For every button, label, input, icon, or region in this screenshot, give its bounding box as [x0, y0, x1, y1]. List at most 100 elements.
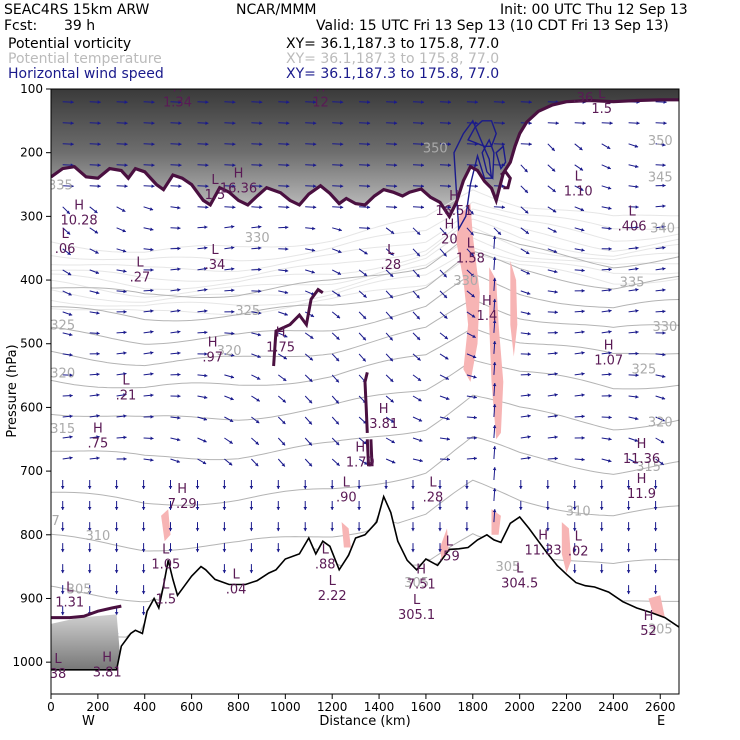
wind-vector-head [662, 288, 666, 292]
wind-vector-head [204, 352, 208, 356]
wind-vector-head [635, 288, 639, 292]
wind-vector-head [177, 330, 181, 334]
wind-vector-head [608, 437, 612, 441]
pv-anomaly-area [489, 267, 504, 440]
wind-vector-head [394, 184, 398, 188]
wind-vector-head [335, 441, 340, 446]
wind-vector-head [303, 486, 308, 489]
extremum-value: 1.5 [591, 102, 612, 117]
wind-vector-head [60, 591, 65, 595]
wind-vector-head [444, 356, 449, 360]
extremum-marker: L [467, 237, 475, 252]
wind-speed-contour [453, 119, 493, 232]
wind-vector-head [283, 334, 288, 338]
wind-vector-head [609, 121, 613, 125]
wind-vector-head [367, 142, 371, 146]
wind-vector-head [554, 414, 558, 418]
wind-vector-head [149, 207, 154, 211]
wind-vector-head [66, 210, 70, 214]
wind-vector-head [312, 226, 316, 231]
wind-vector-head [204, 288, 208, 292]
wind-vector-head [96, 414, 100, 418]
wind-vector-head [141, 570, 146, 574]
wind-vector-head [608, 459, 612, 463]
wind-vector-head [177, 351, 181, 355]
extremum-value: 3.81 [369, 417, 398, 432]
wind-vector-head [447, 205, 451, 209]
wind-vector-head [282, 399, 286, 403]
wind-vector-head [501, 100, 505, 104]
wind-vector-head [150, 247, 154, 252]
theta-label: 310 [566, 505, 591, 520]
wind-vector-head [114, 486, 119, 489]
extremum-marker: L [387, 243, 395, 258]
wind-vector-head [443, 315, 448, 319]
x-tick-label: 800 [227, 700, 250, 714]
wind-vector-head [176, 437, 181, 442]
theta-contour [51, 208, 679, 272]
wind-vector-head [581, 228, 585, 232]
wind-vector-head [553, 229, 557, 233]
wind-vector-head [626, 486, 631, 489]
wind-vector-head [205, 205, 209, 209]
theta-label: 7 [52, 514, 60, 529]
extremum-value: .28 [423, 490, 444, 505]
wind-vector-head [123, 393, 127, 397]
wind-vector-head [465, 528, 469, 532]
wind-vector-head [249, 507, 254, 510]
pv-contour [272, 287, 324, 367]
theta-label: 330 [245, 231, 270, 246]
wind-vector-head [572, 570, 577, 574]
extremum-marker: H [445, 218, 455, 233]
wind-vector-head [232, 142, 236, 146]
extremum-value: .04 [226, 583, 247, 598]
wind-vector-head [554, 351, 558, 356]
x-axis: 0 200 400 600 800 1000 1200 1400 1600 1800 2000 220… [47, 694, 676, 714]
organization-label: NCAR/MMM [236, 2, 317, 18]
theta-label: 305 [648, 623, 673, 638]
theta-label: 340 [650, 221, 675, 236]
extremum-marker: H [102, 651, 112, 666]
wind-vector-head [230, 396, 234, 401]
wind-speed-contours [453, 119, 507, 232]
wind-vector-head [96, 372, 100, 377]
wind-vector-head [229, 418, 234, 422]
wind-vector-head [151, 184, 155, 188]
wind-vector-head [340, 205, 344, 209]
wind-vector-head [390, 252, 394, 256]
extremum-marker: L [575, 530, 583, 545]
wind-vector-head [281, 441, 286, 446]
wind-vector-head [389, 273, 394, 277]
extremum-value: 1.79 [346, 455, 375, 470]
extremum-value: 7.29 [168, 497, 197, 512]
wind-vector-head [309, 378, 313, 382]
wind-vector-head [470, 231, 474, 236]
y-tick-label: 900 [20, 591, 43, 605]
wind-vector-head [231, 353, 235, 357]
wind-vector-head [259, 142, 263, 146]
wind-vector-head [524, 168, 528, 173]
pv-anomaly-area [561, 522, 572, 573]
wind-vector-head [177, 288, 181, 292]
wind-vector-head [257, 354, 261, 358]
wind-vector-head [177, 394, 181, 398]
init-time: Init: 00 UTC Thu 12 Sep 13 [500, 2, 688, 18]
theta-label: 320 [648, 416, 673, 431]
wind-vector-head [501, 205, 505, 209]
wind-vector-head [286, 142, 290, 146]
wind-vector-head [581, 268, 585, 273]
wind-vector-head [554, 456, 558, 461]
wind-vector-head [554, 310, 558, 315]
wind-vector-head [195, 507, 200, 510]
wind-vector-head [662, 143, 666, 147]
wind-vector-head [231, 310, 235, 314]
wind-vector-head [150, 309, 154, 313]
wind-vector-head [335, 379, 339, 383]
wind-vector-head [635, 225, 639, 230]
wind-vector-head [96, 311, 100, 315]
wind-vector-head [581, 289, 585, 293]
wind-vector-head [527, 414, 531, 418]
wind-vector-head [608, 415, 612, 420]
theta-label: 325 [50, 319, 75, 334]
wind-vector-head [420, 142, 424, 146]
